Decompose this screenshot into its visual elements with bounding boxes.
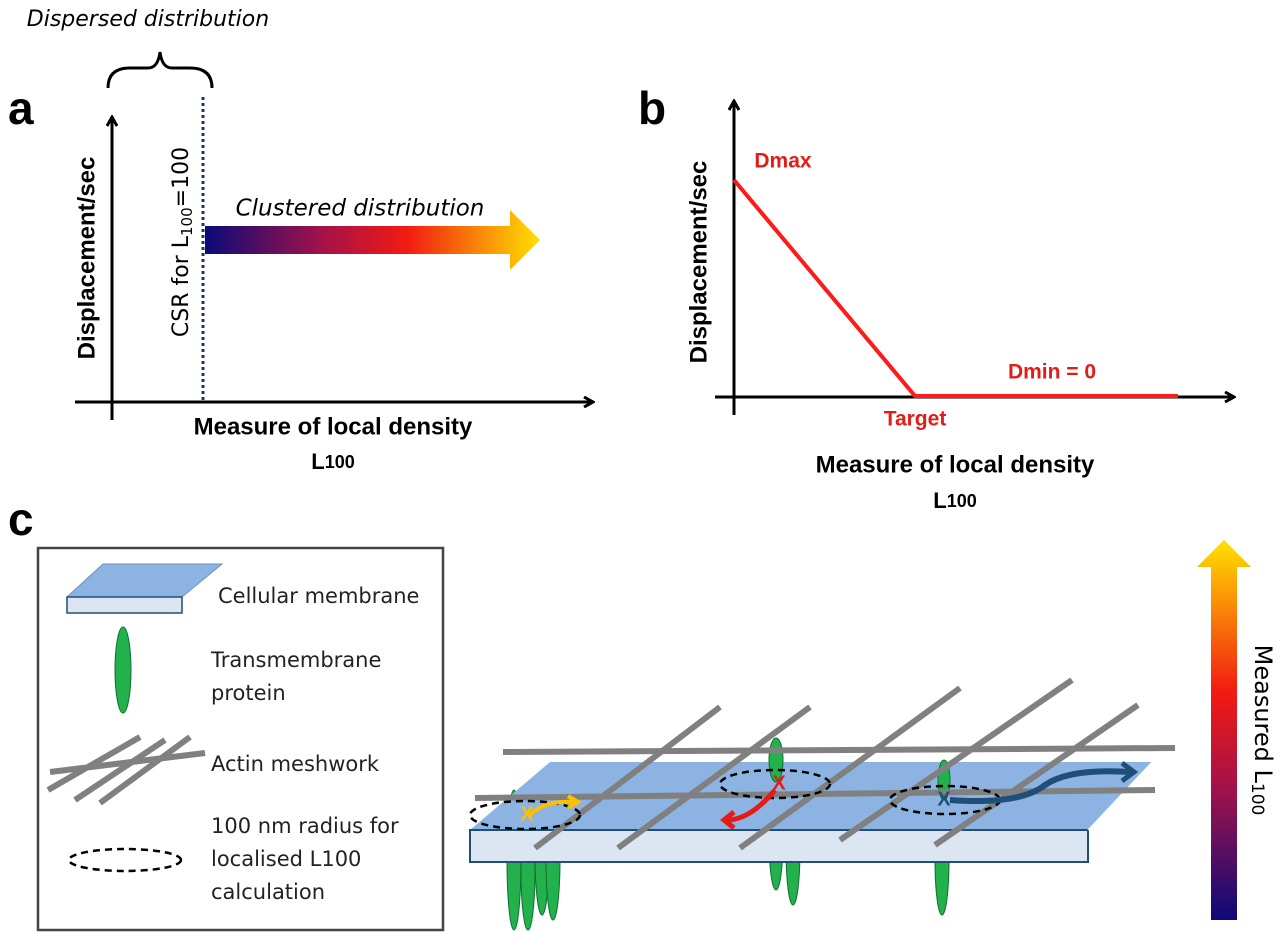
legend-label: protein bbox=[211, 681, 286, 705]
subscript: 100 bbox=[325, 452, 355, 472]
y-axis-label: Displacement/sec bbox=[685, 161, 712, 364]
brace bbox=[108, 52, 212, 88]
subscript: 100 bbox=[178, 207, 196, 236]
panel-label: a bbox=[8, 82, 34, 134]
text: =100 bbox=[169, 147, 194, 207]
marker: X bbox=[772, 772, 786, 794]
legend-label: calculation bbox=[211, 880, 325, 904]
x-axis-label: Measure of local density bbox=[194, 413, 473, 440]
colorbar-arrow bbox=[1197, 540, 1251, 920]
min-label: Dmin = 0 bbox=[1008, 361, 1096, 384]
marker: X bbox=[937, 788, 951, 810]
target-label: Target bbox=[884, 408, 947, 431]
page: a Dispersed distribution Clustered distr… bbox=[0, 0, 1285, 932]
panel-label: b bbox=[638, 82, 666, 134]
x-axis-label: Measure of local density bbox=[816, 451, 1095, 478]
text: CSR for L bbox=[169, 235, 194, 337]
legend-label: Actin meshwork bbox=[211, 752, 380, 776]
response-line bbox=[734, 180, 1178, 396]
membrane-side bbox=[470, 830, 1088, 862]
csr-label: CSR for L100=100 bbox=[169, 147, 196, 337]
marker: X bbox=[520, 803, 534, 825]
panel-a: a Dispersed distribution Clustered distr… bbox=[8, 7, 592, 474]
figure: a Dispersed distribution Clustered distr… bbox=[0, 0, 1285, 932]
membrane-icon bbox=[67, 597, 182, 613]
panel-c: c Cellular membrane Transmembrane protei… bbox=[8, 493, 1277, 930]
colorbar-label: Measured L100 bbox=[1247, 645, 1277, 816]
panel-b: b Dmax Dmin = 0 Target Displacement/sec … bbox=[638, 82, 1233, 513]
subscript: 100 bbox=[1247, 783, 1267, 815]
note: Dispersed distribution bbox=[27, 7, 269, 32]
max-label: Dmax bbox=[754, 150, 812, 173]
x-axis-unit: L100 bbox=[311, 449, 355, 474]
legend-label: localised L100 bbox=[211, 847, 361, 871]
text: L bbox=[311, 449, 324, 474]
protein-icon bbox=[115, 627, 131, 713]
y-axis-label: Displacement/sec bbox=[73, 157, 100, 360]
legend-label: Transmembrane bbox=[210, 648, 381, 672]
subscript: 100 bbox=[947, 491, 977, 511]
text: Measured L bbox=[1249, 645, 1277, 784]
x-axis-unit: L100 bbox=[933, 488, 977, 513]
arrow-label: Clustered distribution bbox=[236, 196, 485, 222]
text: L bbox=[933, 488, 946, 513]
legend-label: Cellular membrane bbox=[218, 584, 419, 608]
panel-label: c bbox=[8, 493, 34, 545]
legend-label: 100 nm radius for bbox=[211, 814, 399, 838]
membrane-scene: X X X bbox=[470, 680, 1175, 930]
